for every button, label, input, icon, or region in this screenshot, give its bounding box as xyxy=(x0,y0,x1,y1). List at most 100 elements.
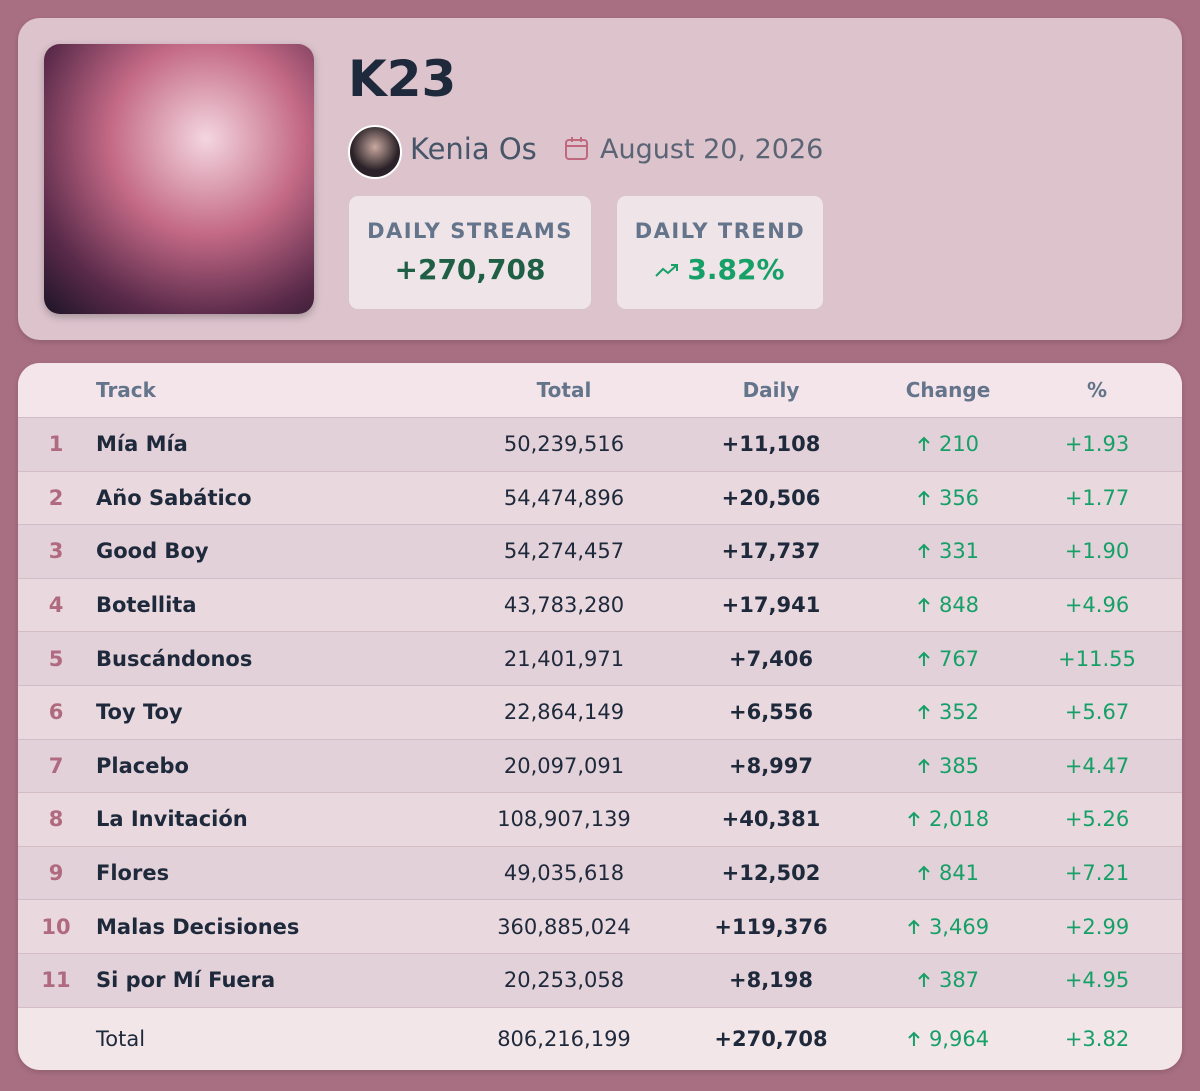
up-arrow xyxy=(918,544,930,559)
column-header: Total xyxy=(536,378,592,402)
stat-label: DAILY STREAMS xyxy=(367,219,573,243)
column-header: % xyxy=(1086,378,1108,402)
daily-streams: +8,198 xyxy=(728,968,814,993)
total-streams: 50,239,516 xyxy=(503,432,625,457)
daily-streams: +8,997 xyxy=(728,753,814,778)
total-streams: 20,097,091 xyxy=(503,753,625,778)
percent-change: +1.93 xyxy=(1064,432,1130,457)
track-row: 6 Toy Toy 22,864,149 +6,556 352 +5.67 xyxy=(18,686,1182,740)
column-header: Change xyxy=(905,378,991,402)
stat-card: DAILY TREND 3.82% xyxy=(616,195,824,310)
change-value: 3,469 xyxy=(928,914,990,939)
album-title: K23 xyxy=(348,50,457,108)
change-cell: 210 xyxy=(917,418,979,471)
track-row: 7 Placebo 20,097,091 +8,997 385 +4.47 xyxy=(18,739,1182,794)
change-value: 841 xyxy=(938,861,980,886)
up-arrow xyxy=(908,1031,920,1046)
track-name[interactable]: Mía Mía xyxy=(96,432,188,457)
artist-name[interactable]: Kenia Os xyxy=(410,132,537,166)
daily-streams: +40,381 xyxy=(721,807,821,832)
track-name[interactable]: Good Boy xyxy=(96,539,209,564)
up-arrow xyxy=(918,865,930,881)
total-streams: 20,253,058 xyxy=(503,968,625,993)
stat-value: 3.82% xyxy=(687,253,785,286)
track-row: 1 Mía Mía 50,239,516 +11,108 210 +1.93 xyxy=(18,418,1182,472)
total-row: Total 806,216,199 +270,708 9,964 +3.82 xyxy=(18,1007,1182,1070)
track-name[interactable]: Buscándonos xyxy=(96,646,253,671)
change-cell: 2,018 xyxy=(907,793,989,846)
percent-change: +5.26 xyxy=(1064,807,1130,832)
percent-change: +1.90 xyxy=(1064,539,1130,564)
percent-change: +1.77 xyxy=(1064,485,1130,510)
change-value: 387 xyxy=(938,968,980,993)
rank: 4 xyxy=(48,593,64,618)
daily-streams: +119,376 xyxy=(714,914,828,939)
stat-label: DAILY TREND xyxy=(634,219,806,243)
track-name[interactable]: Botellita xyxy=(96,593,197,618)
percent-change: +7.21 xyxy=(1064,861,1130,886)
column-header: Track xyxy=(96,378,156,402)
daily-streams: +20,506 xyxy=(721,485,821,510)
track-row: 10 Malas Decisiones 360,885,024 +119,376 3,4… xyxy=(18,900,1182,954)
change-value: 331 xyxy=(938,539,980,564)
change-cell: 331 xyxy=(917,525,979,578)
up-arrow xyxy=(908,919,920,934)
track-row: 5 Buscándonos 21,401,971 +7,406 767 +11.55 xyxy=(18,632,1182,686)
total-streams: 49,035,618 xyxy=(503,861,625,886)
percent-change: +5.67 xyxy=(1064,700,1130,725)
track-row: 4 Botellita 43,783,280 +17,941 848 +4.96 xyxy=(18,578,1182,633)
column-header: Daily xyxy=(742,378,800,402)
daily-streams: +6,556 xyxy=(728,700,814,725)
daily-streams: +17,941 xyxy=(721,593,821,618)
rank: 8 xyxy=(48,807,64,832)
total-streams: 108,907,139 xyxy=(497,807,631,832)
up-arrow xyxy=(918,490,930,505)
change-value: 210 xyxy=(938,432,980,457)
daily-streams: +11,108 xyxy=(721,432,821,457)
daily-streams: +7,406 xyxy=(728,646,814,671)
percent-change: +2.99 xyxy=(1064,914,1130,939)
track-row: 2 Año Sabático 54,474,896 +20,506 356 +1.77 xyxy=(18,471,1182,526)
daily-streams: +17,737 xyxy=(721,539,821,564)
track-name[interactable]: Flores xyxy=(96,861,170,886)
change-cell: 387 xyxy=(917,954,979,1007)
up-arrow xyxy=(918,758,930,773)
track-name[interactable]: La Invitación xyxy=(96,807,248,832)
change-value: 356 xyxy=(938,485,980,510)
track-row: 8 La Invitación 108,907,139 +40,381 2,018 +5.… xyxy=(18,793,1182,847)
rank: 1 xyxy=(48,432,64,457)
up-arrow xyxy=(918,597,930,613)
percent-change: +4.95 xyxy=(1064,968,1130,993)
up-arrow xyxy=(918,651,930,666)
artist-avatar xyxy=(348,125,402,179)
change-cell: 848 xyxy=(917,579,979,632)
track-table: Track Total Daily Change% 1 Mía Mía 50,239,516… xyxy=(18,363,1182,1070)
change-cell: 356 xyxy=(917,472,979,525)
stat-card: DAILY STREAMS +270,708 xyxy=(348,195,592,310)
track-name[interactable]: Toy Toy xyxy=(96,700,183,725)
change-cell: 9,964 xyxy=(907,1008,989,1070)
track-name[interactable]: Año Sabático xyxy=(96,485,252,510)
total-streams: 21,401,971 xyxy=(503,646,625,671)
change-cell: 3,469 xyxy=(907,900,989,953)
track-row: 11 Si por Mí Fuera 20,253,058 +8,198 387 +4.9… xyxy=(18,954,1182,1008)
release-date: August 20, 2026 xyxy=(600,134,824,165)
change-cell: 352 xyxy=(917,686,979,739)
total-streams: 360,885,024 xyxy=(497,914,631,939)
change-cell: 841 xyxy=(917,847,979,900)
change-value: 9,964 xyxy=(928,1026,990,1051)
track-row: 9 Flores 49,035,618 +12,502 841 +7.21 xyxy=(18,846,1182,901)
rank: 3 xyxy=(48,539,64,564)
total-streams: 54,274,457 xyxy=(503,539,625,564)
track-name[interactable]: Malas Decisiones xyxy=(96,914,300,939)
track-name[interactable]: Si por Mí Fuera xyxy=(96,968,276,993)
stat-value: +270,708 xyxy=(394,253,546,286)
track-name[interactable]: Placebo xyxy=(96,753,189,778)
daily-streams: +270,708 xyxy=(714,1026,828,1051)
total-streams: 43,783,280 xyxy=(503,593,625,618)
rank: 9 xyxy=(48,861,64,886)
rank: 11 xyxy=(41,968,71,993)
change-value: 385 xyxy=(938,753,980,778)
total-streams: 806,216,199 xyxy=(497,1026,631,1051)
